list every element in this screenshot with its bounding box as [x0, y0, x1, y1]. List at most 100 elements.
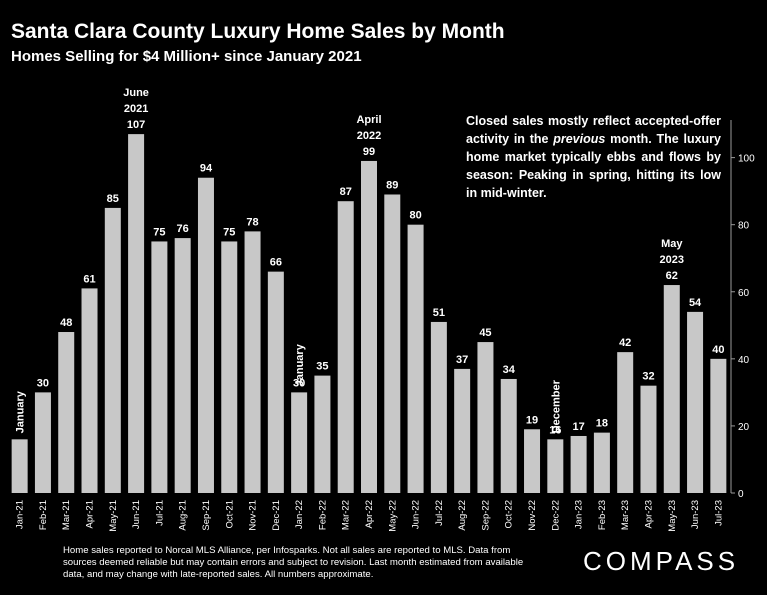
- bar: [314, 375, 331, 493]
- x-tick-label: Feb-21: [38, 500, 49, 530]
- bar: [663, 285, 680, 493]
- bar: [104, 207, 121, 493]
- x-tick-label: Apr-23: [643, 500, 654, 529]
- data-label: 75: [153, 226, 165, 238]
- x-tick-label: May-23: [667, 500, 678, 532]
- data-label: 16: [549, 424, 561, 436]
- annotation-label: 2023: [660, 254, 684, 266]
- data-label: 62: [666, 270, 678, 282]
- x-tick-label: Sep-22: [480, 500, 491, 531]
- bar: [430, 321, 447, 493]
- commentary-part-1: Closed sales mostly reflect accepted-off…: [466, 114, 721, 146]
- bar: [407, 224, 424, 493]
- bar: [384, 194, 401, 493]
- data-label: 45: [479, 327, 491, 339]
- bar: [570, 435, 587, 493]
- bar: [291, 392, 308, 493]
- x-tick-label: Apr-21: [85, 500, 96, 529]
- bar: [640, 385, 657, 493]
- data-label: 42: [619, 337, 631, 349]
- bar: [174, 238, 191, 493]
- annotation-label: April: [356, 114, 381, 126]
- x-tick-label: Aug-22: [457, 500, 468, 531]
- data-label: 37: [456, 354, 468, 366]
- annotation-label: 2022: [357, 130, 381, 142]
- chart-title: Santa Clara County Luxury Home Sales by …: [11, 20, 505, 43]
- commentary-emphasis: previous: [553, 132, 606, 146]
- bar: [524, 429, 541, 493]
- bar: [687, 311, 704, 493]
- data-label: 48: [60, 317, 72, 329]
- x-tick-label: May-21: [108, 500, 119, 532]
- x-tick-label: Aug-21: [178, 500, 189, 531]
- data-label: 99: [363, 146, 375, 158]
- bar: [593, 432, 610, 493]
- data-label: 80: [409, 210, 421, 222]
- bar: [58, 332, 75, 493]
- x-tick-label: Mar-21: [61, 500, 72, 530]
- data-label: 54: [689, 297, 702, 309]
- bar: [337, 201, 354, 493]
- data-label: 19: [526, 414, 538, 426]
- bar: [244, 231, 261, 493]
- x-tick-label: Feb-23: [597, 500, 608, 530]
- bar: [500, 378, 517, 493]
- x-tick-label: Jul-21: [154, 500, 165, 526]
- y-tick-label: 60: [738, 288, 750, 299]
- bar: [361, 160, 377, 494]
- bar: [267, 271, 284, 493]
- bar: [128, 134, 145, 493]
- x-tick-label: Jan-23: [574, 500, 585, 529]
- data-label: 35: [316, 361, 328, 373]
- x-tick-label: Jul-23: [713, 500, 724, 526]
- data-label: 89: [386, 179, 398, 191]
- x-tick-label: Jun-22: [411, 500, 422, 529]
- data-label: 30: [293, 377, 305, 389]
- data-label: 94: [200, 163, 213, 175]
- data-label: 17: [572, 421, 584, 433]
- x-tick-label: Mar-23: [620, 500, 631, 530]
- data-label: 61: [83, 273, 95, 285]
- data-label: 78: [246, 216, 258, 228]
- data-label: 87: [340, 186, 352, 198]
- annotation-label: January: [15, 390, 27, 433]
- x-tick-label: Mar-22: [341, 500, 352, 530]
- x-tick-label: Dec-22: [550, 500, 561, 531]
- y-tick-label: 0: [738, 489, 744, 500]
- data-label: 107: [127, 119, 145, 131]
- x-tick-label: Jul-22: [434, 500, 445, 526]
- annotation-label: 2021: [124, 103, 148, 115]
- y-tick-label: 80: [738, 221, 750, 232]
- footnote: Home sales reported to Norcal MLS Allian…: [63, 545, 524, 580]
- bar: [710, 358, 727, 493]
- y-tick-label: 20: [738, 422, 750, 433]
- commentary-text: Closed sales mostly reflect accepted-off…: [466, 112, 721, 202]
- compass-logo: COMPASS: [583, 546, 740, 576]
- annotation-label: June: [123, 87, 149, 99]
- bar: [221, 241, 238, 493]
- bar: [81, 288, 98, 493]
- annotation-label: December: [550, 379, 562, 433]
- bar: [11, 439, 28, 493]
- data-label: 32: [642, 371, 654, 383]
- data-label: 85: [107, 193, 119, 205]
- bar: [197, 177, 214, 493]
- x-tick-label: Jun-21: [131, 500, 142, 529]
- x-tick-label: Nov-22: [527, 500, 538, 531]
- x-tick-label: Jan-22: [294, 500, 305, 529]
- data-label: 40: [712, 344, 724, 356]
- bar: [34, 392, 51, 493]
- data-label: 34: [503, 364, 516, 376]
- bar: [151, 241, 168, 493]
- x-tick-label: Apr-22: [364, 500, 375, 529]
- bar: [477, 342, 494, 493]
- commentary-part-2: month. The luxury home market typically …: [466, 132, 721, 200]
- bar: [547, 439, 564, 493]
- x-tick-label: Jan-21: [15, 500, 26, 529]
- data-label: 66: [270, 257, 282, 269]
- bar: [617, 352, 634, 493]
- annotation-label: January: [294, 343, 306, 386]
- chart-subtitle: Homes Selling for $4 Million+ since Janu…: [11, 48, 362, 65]
- annotation-label: May: [661, 238, 683, 250]
